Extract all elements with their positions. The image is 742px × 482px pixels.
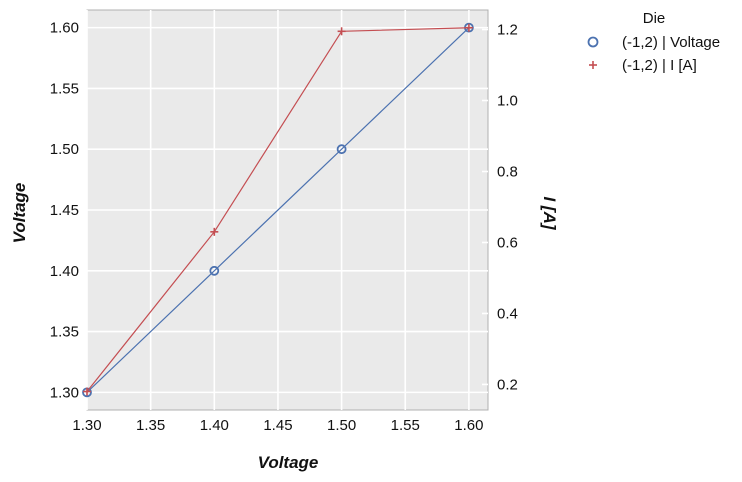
y2-tick-label: 1.2 [497, 22, 518, 39]
legend-title: Die [643, 10, 666, 27]
legend-label-0: (-1,2) | Voltage [622, 34, 720, 51]
grid-lines [86, 10, 488, 410]
y2-tick-label: 0.2 [497, 376, 518, 393]
y-tick-label: 1.45 [50, 202, 79, 219]
y-tick-label: 1.35 [50, 324, 79, 341]
legend-marker-0 [587, 36, 599, 48]
x-axis-ticks: 1.30 1.35 1.40 1.45 1.50 1.55 1.60 [72, 417, 483, 434]
x-tick-label: 1.35 [136, 417, 165, 434]
y2-tick-label: 0.6 [497, 234, 518, 251]
y-tick-label: 1.30 [50, 384, 79, 401]
y-tick-label: 1.60 [50, 20, 79, 37]
y-axis-label: Voltage [10, 183, 29, 244]
x-tick-label: 1.55 [391, 417, 420, 434]
series-1-point [464, 23, 473, 32]
legend: Die (-1,2) | Voltage (-1,2) | I [A] [587, 10, 720, 74]
series-layer [82, 22, 474, 398]
y-tick-label: 1.40 [50, 263, 79, 280]
series-line-1 [86, 27, 469, 392]
y-tick-label: 1.50 [50, 141, 79, 158]
y2-tick-label: 0.4 [497, 305, 518, 322]
x-axis-label: Voltage [258, 453, 319, 472]
y-tick-label: 1.55 [50, 80, 79, 97]
y2-axis-label: I [A] [540, 196, 559, 230]
x-tick-label: 1.60 [454, 417, 483, 434]
y2-tick-label: 0.8 [497, 163, 518, 180]
legend-label-1: (-1,2) | I [A] [622, 57, 697, 74]
x-tick-label: 1.40 [200, 417, 229, 434]
x-tick-label: 1.50 [327, 417, 356, 434]
y-axis-ticks: 1.30 1.35 1.40 1.45 1.50 1.55 1.60 [50, 20, 79, 402]
series-0-point [336, 144, 347, 155]
y2-tick-label: 1.0 [497, 93, 518, 110]
x-tick-label: 1.30 [72, 417, 101, 434]
x-tick-label: 1.45 [263, 417, 292, 434]
y2-axis-ticks: 0.2 0.4 0.6 0.8 1.0 1.2 [482, 22, 518, 393]
series-1-point [210, 227, 219, 236]
legend-marker-1 [589, 61, 597, 69]
series-1-point [337, 27, 346, 36]
series-1-point [83, 387, 91, 396]
series-0-point [209, 265, 220, 276]
series-line-0 [86, 27, 470, 393]
